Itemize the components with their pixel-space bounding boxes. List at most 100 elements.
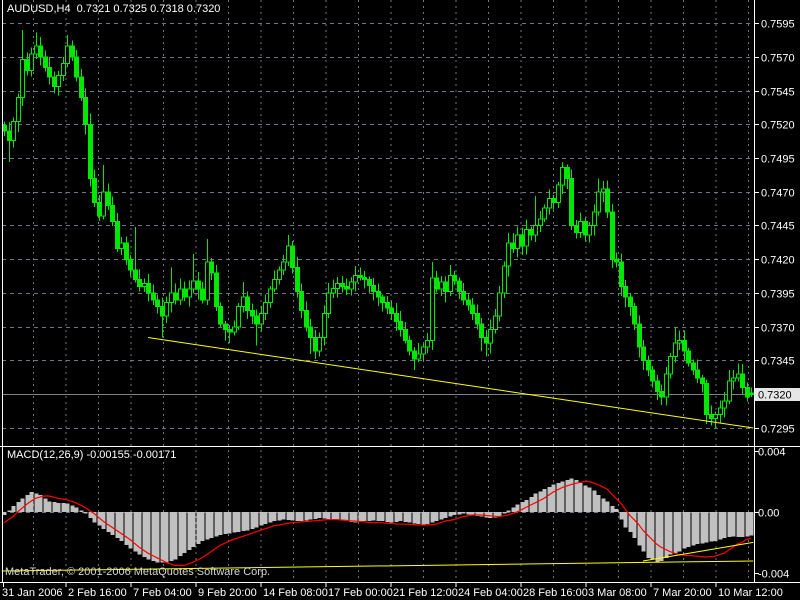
candle-bear	[299, 291, 304, 312]
macd-trendline[interactable]	[642, 541, 754, 562]
macd-bar	[124, 512, 129, 545]
candle-bear	[646, 360, 651, 371]
candle-bear	[569, 177, 574, 226]
candle-bull	[353, 274, 358, 283]
candle-bull	[718, 407, 723, 415]
macd-bar	[335, 512, 340, 520]
candle-bear	[70, 45, 75, 58]
macd-bar	[587, 487, 592, 512]
macd-bar	[169, 512, 174, 561]
macd-bar	[250, 512, 255, 529]
candle-bear	[223, 323, 228, 330]
macd-bar	[592, 490, 597, 512]
candle-bull	[20, 58, 25, 98]
price-tick-label: 0.7570	[761, 53, 795, 65]
macd-bar	[20, 498, 25, 512]
macd-bar	[236, 512, 241, 532]
macd-bar	[619, 512, 624, 520]
macd-bar	[295, 512, 300, 521]
macd-bar	[259, 512, 264, 526]
candle-bear	[565, 166, 570, 179]
macd-bar	[646, 512, 651, 558]
macd-bar	[407, 512, 412, 523]
macd-bar	[713, 512, 718, 541]
candle-bear	[479, 323, 484, 339]
candle-bull	[713, 414, 718, 420]
macd-bar	[308, 512, 313, 520]
candle-bear	[254, 315, 259, 325]
macd-bar	[524, 499, 529, 512]
macd-panel-area[interactable]	[2, 447, 753, 582]
macd-bar	[695, 512, 700, 545]
candle-bull	[488, 328, 493, 344]
macd-bar	[263, 512, 268, 525]
candle-bull	[497, 292, 502, 317]
candle-bear	[641, 346, 646, 361]
macd-bar	[475, 512, 480, 516]
macd-bar	[191, 512, 196, 548]
candle-bull	[596, 191, 601, 213]
candle-bear	[137, 279, 142, 287]
candle-bull	[677, 339, 682, 344]
candle-bull	[506, 242, 511, 267]
macd-bar	[745, 512, 750, 537]
macd-bar	[29, 492, 34, 512]
macd-bar	[214, 512, 219, 537]
macd-bar	[452, 512, 457, 516]
macd-bar	[115, 512, 120, 538]
macd-bar	[457, 512, 462, 515]
macd-bar	[686, 512, 691, 548]
candle-bull	[425, 339, 430, 348]
macd-trendline[interactable]	[1, 560, 754, 572]
price-axis[interactable]: 0.7595 0.7570 0.7545 0.7520 0.7495 0.7470 0.74…	[754, 19, 800, 581]
macd-bar	[182, 512, 187, 554]
macd-bar	[2, 512, 7, 516]
candle-bull	[502, 265, 507, 294]
macd-bar	[632, 512, 637, 538]
macd-bar	[596, 495, 601, 512]
time-axis[interactable]: 31 Jan 2006 2 Feb 16:00 7 Feb 04:00 9 Feb 2…	[2, 583, 783, 599]
candle-bull	[317, 337, 322, 352]
macd-bar	[88, 512, 93, 519]
time-tick-label: 21 Feb 12:00	[393, 587, 458, 599]
candle-bear	[110, 204, 115, 222]
macd-bar	[655, 512, 660, 563]
macd-bar	[664, 512, 669, 558]
main-chart-area[interactable]	[2, 0, 753, 446]
candle-bear	[133, 269, 138, 280]
macd-bar	[92, 512, 97, 523]
macd-bar	[218, 512, 223, 535]
candle-bear	[304, 310, 309, 328]
candle-bear	[106, 191, 111, 206]
macd-bar	[673, 512, 678, 554]
macd-tick-label: 0.00	[758, 508, 779, 520]
candle-bear	[115, 220, 120, 249]
macd-bar	[16, 502, 21, 512]
price-tick-label: 0.7545	[761, 87, 795, 99]
macd-bar	[286, 512, 291, 521]
candle-bear	[227, 328, 232, 333]
candle-bull	[430, 277, 435, 341]
time-tick-label: 3 Mar 08:00	[588, 587, 647, 599]
candle-bear	[700, 377, 705, 384]
macd-bar	[538, 491, 543, 512]
price-tick-label: 0.7520	[761, 120, 795, 132]
macd-bar	[313, 512, 318, 519]
descending-trendline[interactable]	[147, 337, 754, 429]
macd-bar	[650, 512, 655, 560]
price-tick-label: 0.7345	[761, 356, 795, 368]
candle-bull	[281, 261, 286, 271]
macd-bar	[691, 512, 696, 546]
candle-bull	[560, 166, 565, 186]
macd-bar	[677, 512, 682, 552]
macd-bar	[434, 512, 439, 522]
price-axis-area[interactable]	[755, 0, 800, 582]
candle-bull	[493, 315, 498, 330]
candle-bear	[128, 258, 133, 271]
time-axis-area[interactable]	[0, 583, 800, 600]
macd-bar	[380, 512, 385, 522]
macd-bar	[34, 493, 39, 512]
